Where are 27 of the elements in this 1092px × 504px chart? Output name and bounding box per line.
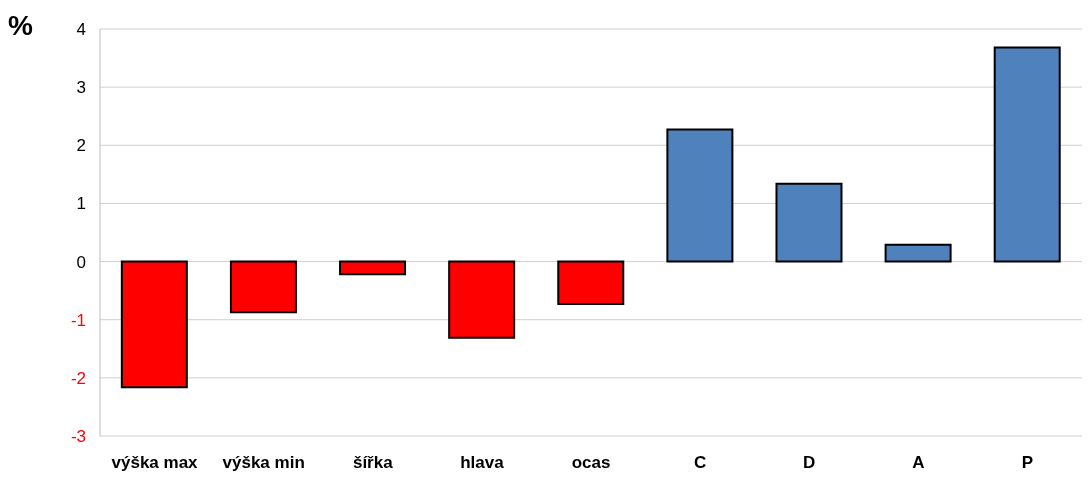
y-axis-title: % [8, 9, 33, 41]
x-tick-label: A [912, 453, 925, 472]
bar [993, 46, 1061, 263]
x-tick-label: výška max [111, 453, 199, 472]
y-tick-label: -1 [70, 310, 86, 330]
x-tick-label: C [693, 453, 707, 472]
x-tick-label: P [1021, 453, 1034, 472]
y-tick-label: -3 [70, 427, 86, 446]
y-tick-label: 4 [76, 20, 86, 39]
y-tick-label: 3 [76, 78, 86, 98]
x-tick-label: hlava [460, 453, 505, 472]
x-tick-label: D [803, 453, 816, 472]
y-tick-label: -2 [70, 368, 86, 388]
bar [448, 260, 516, 339]
x-tick-label: výška min [222, 453, 305, 472]
bar [120, 260, 188, 389]
bar [775, 182, 843, 263]
bar [339, 260, 407, 276]
x-tick-label: ocas [571, 453, 611, 472]
bar [557, 260, 625, 306]
bar [666, 128, 734, 263]
bar [229, 260, 297, 314]
y-tick-label: 0 [76, 252, 86, 272]
x-tick-label: šířka [352, 453, 394, 472]
y-tick-label: 2 [76, 136, 86, 156]
y-tick-label: 1 [76, 194, 86, 214]
bar [884, 243, 952, 263]
